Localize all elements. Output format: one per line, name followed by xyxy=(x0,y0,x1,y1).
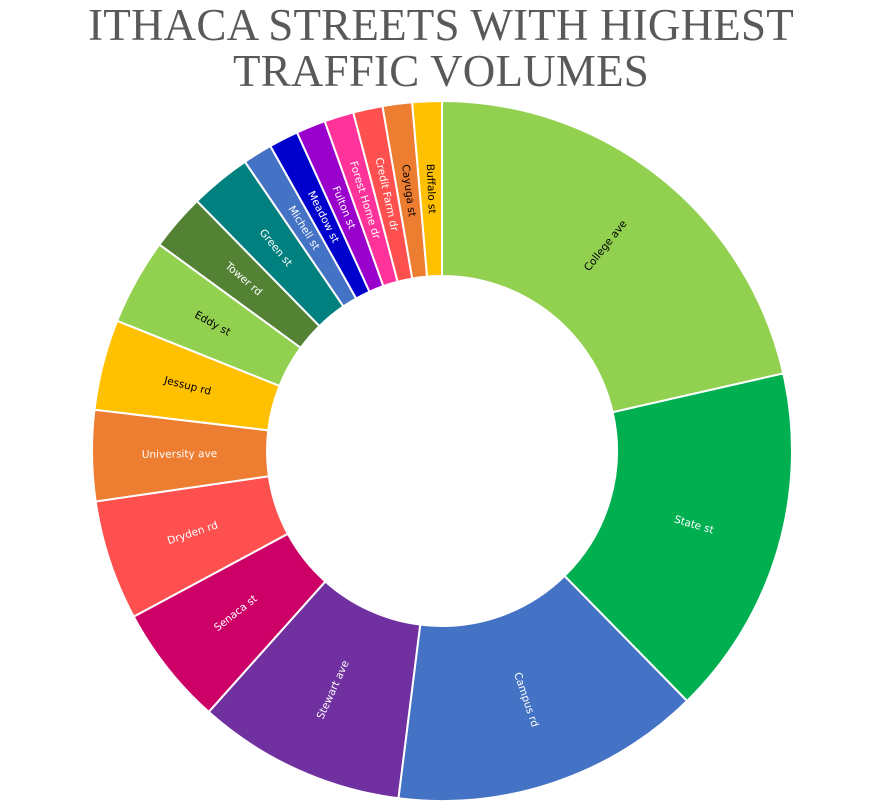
donut-slice xyxy=(397,574,689,802)
donut-slices xyxy=(91,99,793,802)
donut-slice xyxy=(411,99,443,278)
slice-label: University ave xyxy=(142,448,218,461)
donut-slice xyxy=(441,99,785,414)
chart-title: ITHACA STREETS WITH HIGHEST TRAFFIC VOLU… xyxy=(88,0,794,96)
donut-slice xyxy=(563,372,793,703)
slice-label: Buffalo st xyxy=(424,164,438,214)
